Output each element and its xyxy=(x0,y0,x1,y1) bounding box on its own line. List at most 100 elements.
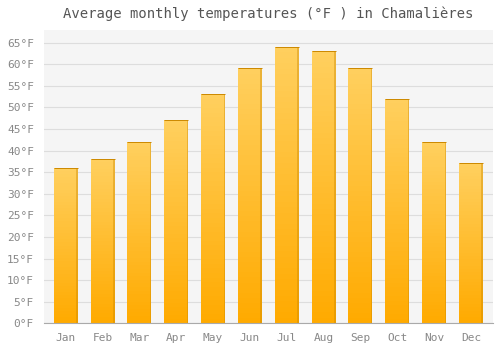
Bar xyxy=(54,224,78,227)
Bar xyxy=(54,283,78,286)
Bar xyxy=(348,191,372,196)
Bar xyxy=(275,229,299,235)
Bar xyxy=(386,148,409,153)
Bar xyxy=(459,295,483,298)
Bar xyxy=(128,262,152,265)
Bar xyxy=(201,227,225,232)
Bar xyxy=(164,210,188,214)
Bar xyxy=(422,254,446,258)
Bar xyxy=(422,200,446,204)
Bar xyxy=(312,269,336,274)
Bar xyxy=(238,160,262,165)
Bar xyxy=(164,299,188,303)
Bar xyxy=(128,290,152,294)
Bar xyxy=(386,301,409,305)
Bar xyxy=(164,311,188,315)
Bar xyxy=(422,146,446,149)
Bar xyxy=(348,104,372,109)
Bar xyxy=(238,252,262,257)
Bar xyxy=(275,318,299,323)
Bar xyxy=(201,223,225,227)
Bar xyxy=(312,231,336,236)
Bar xyxy=(386,206,409,211)
Bar xyxy=(275,108,299,113)
Bar xyxy=(164,194,188,197)
Bar xyxy=(275,80,299,85)
Bar xyxy=(90,159,114,162)
Bar xyxy=(128,196,152,200)
Bar xyxy=(54,280,78,283)
Bar xyxy=(275,58,299,63)
Bar xyxy=(90,317,114,320)
Bar xyxy=(275,102,299,108)
Bar xyxy=(128,204,152,207)
Bar xyxy=(201,99,225,104)
Bar xyxy=(164,226,188,230)
Bar xyxy=(348,206,372,211)
Bar xyxy=(334,51,336,323)
Bar xyxy=(275,75,299,80)
Bar xyxy=(312,209,336,215)
Bar xyxy=(54,205,78,208)
Bar xyxy=(422,204,446,207)
Bar xyxy=(275,218,299,224)
Bar xyxy=(201,94,225,99)
Bar xyxy=(90,264,114,267)
Bar xyxy=(90,314,114,317)
Bar xyxy=(422,215,446,218)
Bar xyxy=(238,186,262,191)
Bar xyxy=(164,197,188,202)
Bar xyxy=(201,300,225,305)
Bar xyxy=(238,140,262,145)
Bar xyxy=(54,215,78,218)
Bar xyxy=(90,287,114,290)
Bar xyxy=(201,140,225,145)
Bar xyxy=(128,207,152,211)
Bar xyxy=(312,149,336,155)
Bar xyxy=(422,290,446,294)
Bar xyxy=(312,264,336,269)
Bar xyxy=(238,69,262,74)
Bar xyxy=(459,183,483,186)
Bar xyxy=(312,182,336,187)
Bar xyxy=(312,215,336,220)
Bar xyxy=(54,271,78,274)
Bar xyxy=(128,265,152,269)
Bar xyxy=(348,237,372,242)
Bar xyxy=(275,124,299,130)
Bar xyxy=(238,318,262,323)
Bar xyxy=(459,256,483,259)
Bar xyxy=(312,78,336,84)
Bar xyxy=(422,280,446,284)
Bar xyxy=(164,279,188,283)
Bar xyxy=(238,211,262,216)
Bar xyxy=(312,100,336,106)
Bar xyxy=(275,202,299,207)
Bar xyxy=(201,104,225,108)
Bar xyxy=(201,149,225,154)
Bar xyxy=(371,69,372,323)
Bar xyxy=(164,205,188,210)
Bar xyxy=(275,152,299,158)
Bar xyxy=(312,89,336,95)
Bar xyxy=(128,215,152,218)
Bar xyxy=(164,315,188,319)
Bar xyxy=(386,135,409,139)
Bar xyxy=(386,274,409,278)
Bar xyxy=(54,276,78,280)
Bar xyxy=(164,136,188,141)
Bar xyxy=(459,253,483,256)
Bar xyxy=(90,189,114,192)
Bar xyxy=(54,311,78,314)
Bar xyxy=(238,175,262,181)
Bar xyxy=(312,160,336,166)
Bar xyxy=(422,164,446,167)
Bar xyxy=(201,181,225,186)
Bar xyxy=(386,180,409,184)
Bar xyxy=(386,126,409,130)
Bar xyxy=(312,247,336,253)
Bar xyxy=(128,222,152,225)
Bar xyxy=(128,269,152,273)
Bar xyxy=(459,205,483,208)
Bar xyxy=(348,282,372,288)
